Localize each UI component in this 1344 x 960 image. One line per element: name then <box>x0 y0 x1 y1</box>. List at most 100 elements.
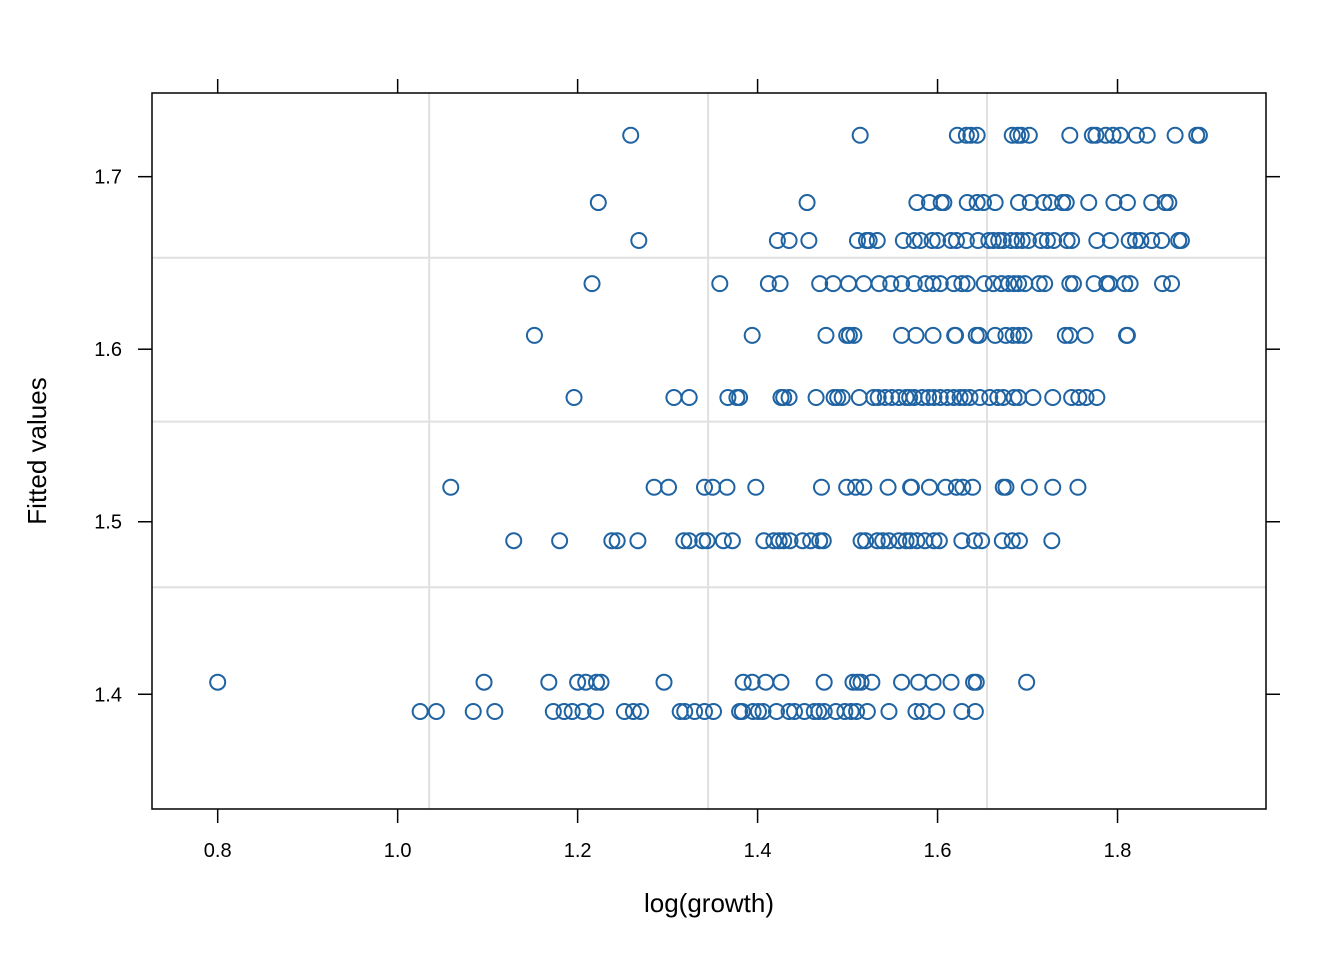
y-axis-title: Fitted values <box>22 377 52 524</box>
data-point <box>855 478 873 496</box>
data-point <box>805 703 823 721</box>
data-point <box>798 194 816 212</box>
data-point <box>947 478 965 496</box>
data-point <box>833 389 851 407</box>
data-point <box>1143 194 1161 212</box>
data-point <box>1116 275 1134 293</box>
data-point <box>968 126 986 144</box>
data-point <box>711 275 729 293</box>
data-point <box>953 532 971 550</box>
data-point <box>743 673 761 691</box>
data-point <box>615 703 633 721</box>
data-point <box>845 326 863 344</box>
data-point <box>719 389 737 407</box>
data-point <box>836 703 854 721</box>
data-point <box>928 703 946 721</box>
data-point <box>868 532 886 550</box>
data-point <box>770 532 788 550</box>
data-point <box>902 478 920 496</box>
data-point <box>1030 275 1048 293</box>
data-point <box>574 703 592 721</box>
data-point <box>1012 126 1030 144</box>
data-point <box>608 532 626 550</box>
data-point <box>863 673 881 691</box>
data-point <box>714 532 732 550</box>
data-point <box>1063 232 1081 250</box>
data-point <box>908 194 926 212</box>
data-point <box>931 275 949 293</box>
data-point <box>847 478 865 496</box>
data-point <box>1087 126 1105 144</box>
data-point <box>771 275 789 293</box>
data-point <box>544 703 562 721</box>
data-point <box>966 703 984 721</box>
data-point <box>731 389 749 407</box>
data-point <box>754 703 772 721</box>
data-point <box>967 673 985 691</box>
y-tick-label: 1.6 <box>94 339 122 361</box>
data-point <box>1088 389 1106 407</box>
data-point <box>475 673 493 691</box>
data-point <box>1118 326 1136 344</box>
data-point <box>812 478 830 496</box>
data-point <box>954 478 972 496</box>
data-point <box>565 389 583 407</box>
data-point <box>947 232 965 250</box>
data-point <box>660 478 678 496</box>
data-point <box>680 532 698 550</box>
y-tick-label: 1.7 <box>94 167 122 189</box>
data-point <box>1153 232 1171 250</box>
data-point <box>993 532 1011 550</box>
data-point <box>957 232 975 250</box>
data-point <box>897 532 915 550</box>
x-axis-title: log(growth) <box>644 888 774 918</box>
data-point <box>1043 532 1061 550</box>
data-point <box>759 275 777 293</box>
x-tick-label: 0.8 <box>204 840 232 862</box>
data-point <box>734 673 752 691</box>
data-point <box>1005 275 1023 293</box>
data-point <box>844 673 862 691</box>
data-point <box>1069 478 1087 496</box>
data-point <box>860 232 878 250</box>
data-point <box>1118 194 1136 212</box>
data-point <box>1013 232 1031 250</box>
data-point <box>1166 126 1184 144</box>
data-point <box>733 703 751 721</box>
data-point <box>1154 275 1172 293</box>
data-point <box>427 703 445 721</box>
data-point <box>1172 232 1190 250</box>
x-tick-label: 1.6 <box>924 840 952 862</box>
data-point <box>630 232 648 250</box>
data-point <box>1036 275 1054 293</box>
data-point <box>686 703 704 721</box>
data-point <box>1160 194 1178 212</box>
data-point <box>981 389 999 407</box>
data-point <box>984 232 1002 250</box>
data-point <box>1005 389 1023 407</box>
data-point <box>655 673 673 691</box>
data-points <box>209 126 1208 721</box>
data-point <box>1020 126 1038 144</box>
data-point <box>811 275 829 293</box>
data-point <box>747 478 765 496</box>
data-point <box>744 703 762 721</box>
data-point <box>569 673 587 691</box>
data-point <box>925 389 943 407</box>
data-point <box>880 703 898 721</box>
data-point <box>1010 326 1028 344</box>
data-point <box>986 326 1004 344</box>
data-point <box>1070 389 1088 407</box>
x-tick-label: 1.0 <box>384 840 412 862</box>
data-point <box>880 532 898 550</box>
data-point <box>957 126 975 144</box>
data-point <box>937 478 955 496</box>
axis-ticks: 0.8 1.0 1.2 1.4 1.6 1.8 1.4 1.5 1.6 1.7 <box>94 79 1280 862</box>
data-point <box>781 532 799 550</box>
data-point <box>842 703 860 721</box>
data-point <box>1101 232 1119 250</box>
data-point <box>1111 126 1129 144</box>
data-point <box>587 703 605 721</box>
data-point <box>947 326 965 344</box>
data-point <box>694 532 712 550</box>
